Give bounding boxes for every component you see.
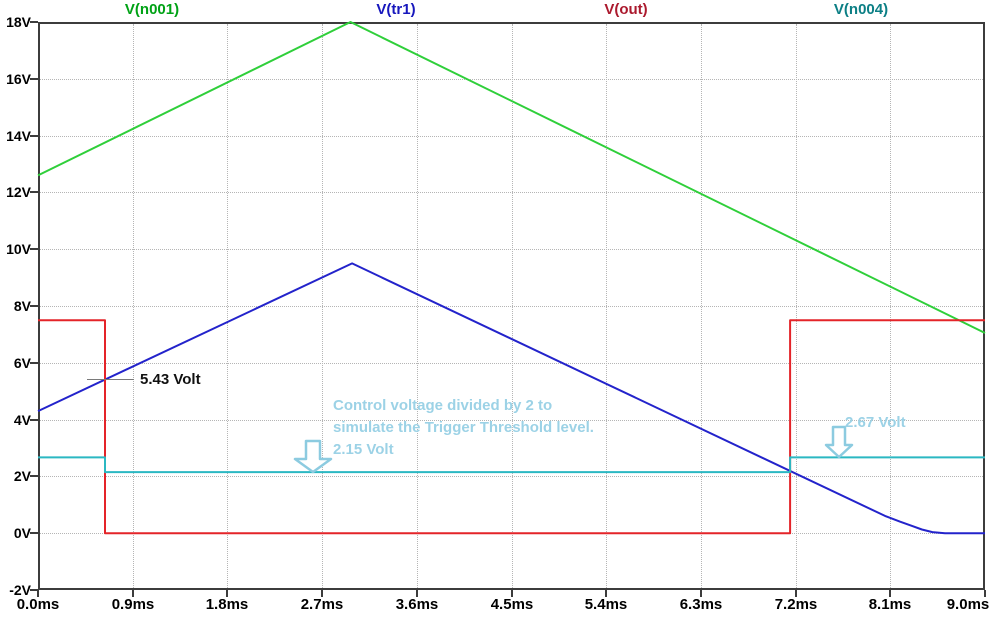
x-tick — [794, 590, 797, 597]
y-gridline — [40, 192, 983, 194]
x-tick-label: 0.9ms — [111, 596, 155, 613]
y-tick-label: 10V — [6, 241, 31, 257]
down-arrow-icon — [824, 425, 854, 459]
plot-area[interactable] — [38, 22, 985, 590]
y-gridline — [40, 419, 983, 421]
x-tick — [321, 590, 324, 597]
legend-item-vtr1[interactable]: V(tr1) — [376, 1, 416, 18]
x-tick — [226, 590, 229, 597]
y-tick-label: 18V — [6, 14, 31, 30]
trace-vtr1[interactable] — [37, 262, 985, 535]
legend-item-vn004[interactable]: V(n004) — [833, 1, 889, 18]
y-tick — [30, 191, 38, 194]
y-tick-label: 2V — [13, 468, 31, 484]
y-tick — [30, 589, 38, 591]
x-tick-label: 1.8ms — [205, 596, 249, 613]
y-gridline — [40, 476, 983, 478]
down-arrow-icon — [293, 439, 333, 474]
trigger-level-annotation: 5.43 Volt — [140, 371, 201, 388]
x-tick-label: 2.7ms — [300, 596, 344, 613]
x-tick-label: 4.5ms — [490, 596, 534, 613]
x-tick — [415, 590, 418, 597]
x-tick-label: 9.0ms — [946, 596, 990, 613]
y-tick — [30, 475, 38, 478]
x-tick-label: 8.1ms — [868, 596, 912, 613]
y-tick-label: 6V — [13, 355, 31, 371]
note-line-1: Control voltage divided by 2 to — [333, 397, 553, 414]
x-tick — [510, 590, 513, 597]
y-tick-label: -2V — [9, 582, 31, 598]
y-tick — [30, 134, 38, 137]
y-gridline — [40, 78, 983, 80]
y-tick — [30, 305, 38, 307]
y-tick — [30, 361, 38, 364]
x-tick — [984, 590, 986, 597]
y-tick — [30, 532, 38, 535]
y-tick-label: 12V — [6, 184, 31, 200]
y-tick-label: 14V — [6, 128, 31, 144]
y-tick-label: 16V — [6, 71, 31, 87]
y-gridline — [40, 306, 983, 307]
x-tick-label: 6.3ms — [679, 596, 723, 613]
x-tick — [37, 590, 39, 597]
trace-vn004[interactable] — [38, 456, 985, 474]
x-tick — [699, 590, 702, 597]
x-tick — [889, 590, 892, 597]
trace-vn001[interactable] — [37, 21, 986, 334]
x-tick-label: 5.4ms — [584, 596, 628, 613]
y-tick-label: 0V — [13, 525, 31, 541]
y-tick-label: 4V — [13, 412, 31, 428]
control-voltage-note: Control voltage divided by 2 to simulate… — [333, 395, 594, 461]
x-tick — [605, 590, 608, 597]
trace-vout[interactable] — [38, 319, 985, 535]
y-gridline — [40, 362, 983, 364]
y-tick — [30, 248, 38, 251]
y-gridline — [40, 135, 983, 137]
legend-item-vout[interactable]: V(out) — [604, 1, 648, 18]
legend-item-vn001[interactable]: V(n001) — [124, 1, 180, 18]
x-tick-label: 3.6ms — [395, 596, 439, 613]
note-line-3: 2.15 Volt — [333, 441, 394, 458]
x-tick-label: 7.2ms — [774, 596, 818, 613]
x-tick-label: 0.0ms — [16, 596, 60, 613]
y-tick — [30, 418, 38, 421]
trigger-pointer-line — [87, 379, 134, 380]
y-tick-label: 8V — [13, 298, 31, 314]
y-tick — [30, 77, 38, 80]
right-level-annotation: 2.67 Volt — [845, 414, 906, 431]
y-gridline — [40, 249, 983, 251]
note-line-2: simulate the Trigger Threshold level. — [333, 419, 594, 436]
y-tick — [30, 21, 38, 23]
x-tick — [131, 590, 134, 597]
